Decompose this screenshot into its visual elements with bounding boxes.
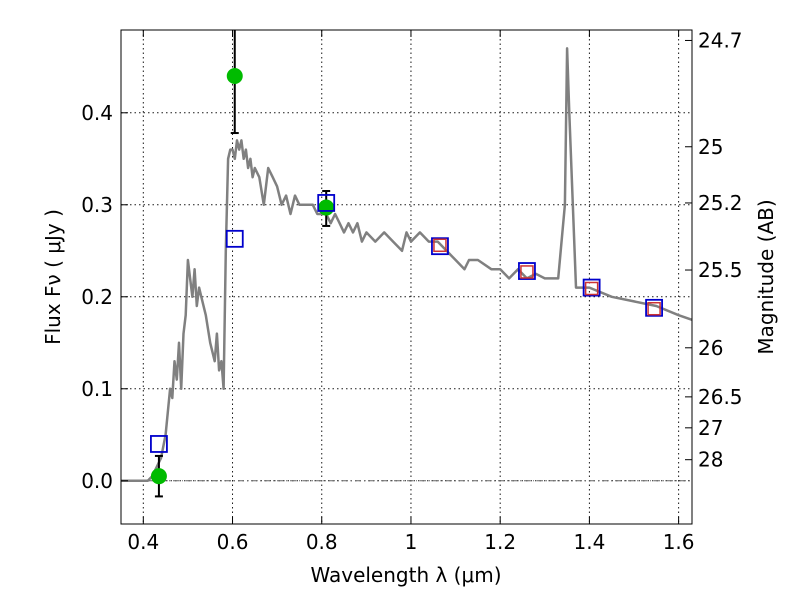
mag-tick-label: 25 [698,135,723,159]
observed-point [318,199,335,216]
tick-layer: 0.4 0.6 0.8 1 1.2 1.4 1.6 0.0 0.1 0.2 0.3 0.4 24.7 25… [81,28,742,554]
model-band-point [433,238,447,253]
x-tick-label: 1 [405,530,418,554]
x-tick-label: 0.4 [127,530,159,554]
mag-tick-label: 25.2 [698,191,743,215]
synthetic-point [645,298,663,317]
synthetic-point [518,262,536,280]
synthetic-point [582,278,601,297]
y-tick-label: 0.1 [81,377,113,401]
observed-point [226,67,243,84]
model-sed-line [121,47,693,483]
marker-layer [150,30,663,498]
model-band-point [647,301,661,316]
mag-tick-label: 24.7 [698,28,743,52]
y-tick-label: 0.2 [81,285,113,309]
y-axis-right-title: Magnitude (AB) [754,199,778,354]
synthetic-point [317,194,336,212]
x-tick-label: 1.2 [484,530,516,554]
y-tick-label: 0.0 [81,469,113,493]
synthetic-point [150,435,168,453]
plot-frame [120,29,693,525]
model-band-point [584,281,599,296]
y-tick-label: 0.4 [81,101,113,125]
x-tick-label: 0.6 [217,530,249,554]
synthetic-point [225,229,244,248]
mag-tick-label: 26 [698,336,723,360]
synthetic-point [431,237,449,256]
mag-tick-label: 26.5 [698,385,743,409]
x-tick-label: 0.8 [306,530,338,554]
y-axis-title: Flux Fν ( μJy ) [41,209,65,345]
mag-tick-label: 28 [698,448,723,472]
model-band-point [520,265,534,279]
model-layer [121,47,693,483]
y-tick-label: 0.3 [81,193,113,217]
x-axis-title: Wavelength λ (μm) [310,563,501,587]
mag-tick-label: 25.5 [698,258,743,282]
observed-point [150,468,167,485]
x-tick-label: 1.6 [663,530,695,554]
mag-tick-label: 27 [698,416,723,440]
x-tick-label: 1.4 [573,530,605,554]
